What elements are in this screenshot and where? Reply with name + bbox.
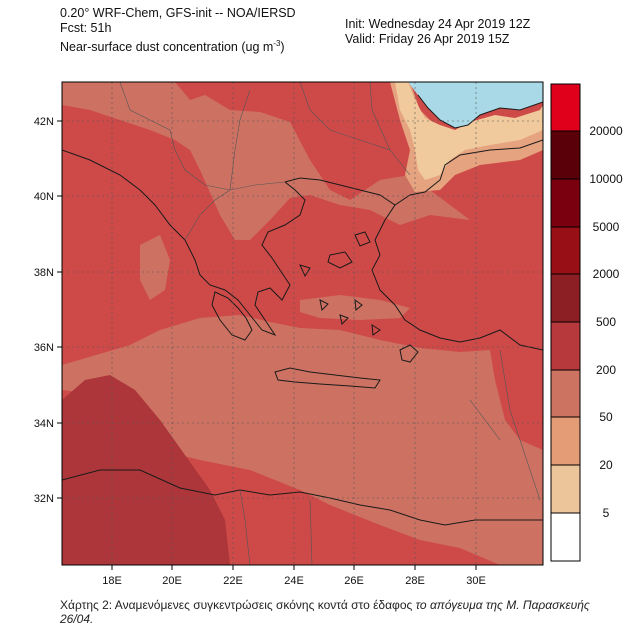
lon-label-30e: 30E (466, 575, 486, 587)
colorbar-label: 5 (603, 506, 610, 520)
colorbar-swatch (551, 274, 580, 322)
lat-label-40n: 40N (34, 191, 54, 203)
colorbar-swatch (551, 131, 580, 179)
header-left: 0.20° WRF-Chem, GFS-init -- NOA/IERSD Fc… (60, 6, 296, 55)
colorbar: 20000 10000 5000 2000 500 200 50 20 5 (550, 83, 623, 562)
lat-label-34n: 34N (34, 418, 54, 430)
header-right: Init: Wednesday 24 Apr 2019 12Z Valid: F… (345, 17, 530, 47)
dust-band-50-200 (62, 82, 470, 240)
colorbar-label: 2000 (593, 267, 620, 281)
lat-label-38n: 38N (34, 267, 54, 279)
graticule (62, 82, 543, 565)
colorbar-swatch (551, 322, 580, 370)
colorbar-label: 20 (599, 458, 613, 472)
lon-ticks (111, 565, 477, 570)
lat-label-32n: 32N (34, 493, 54, 505)
lon-label-26e: 26E (344, 575, 364, 587)
field-title-end: ) (280, 40, 285, 55)
colorbar-label: 200 (596, 363, 616, 377)
lon-label-24e: 24E (284, 575, 304, 587)
caption-text: Χάρτης 2: Αναμενόμενες συγκεντρώσεις σκό… (60, 598, 413, 612)
colorbar-label: 10000 (589, 172, 623, 186)
dust-band-50-200 (300, 295, 410, 320)
valid-time: Valid: Friday 26 Apr 2019 15Z (345, 32, 510, 46)
field-title: Near-surface dust concentration (ug m-3) (60, 36, 296, 55)
map-panel (62, 82, 543, 565)
colorbar-swatch (551, 370, 580, 417)
country-borders (119, 82, 541, 565)
lon-labels: 18E 20E 22E 24E 26E 28E 30E (102, 575, 486, 587)
colorbar-label: 20000 (589, 124, 623, 138)
colorbar-label: 500 (596, 315, 616, 329)
lat-label-42n: 42N (34, 116, 54, 128)
lat-ticks (57, 120, 62, 499)
black-sea-no-data (408, 82, 543, 128)
field-unit-exponent: -3 (273, 39, 281, 48)
colorbar-label: 5000 (593, 220, 620, 234)
colorbar-swatch (551, 465, 580, 513)
colorbar-label: 50 (599, 410, 613, 424)
colorbar-swatch (551, 227, 580, 274)
dust-band-50-200 (62, 315, 543, 565)
figure-caption: Χάρτης 2: Αναμενόμενες συγκεντρώσεις σκό… (60, 598, 620, 626)
dust-band-500-2000 (62, 375, 230, 565)
lon-label-28e: 28E (405, 575, 425, 587)
lon-label-22e: 22E (223, 575, 243, 587)
forecast-hour: Fcst: 51h (60, 21, 112, 35)
colorbar-swatch (551, 417, 580, 465)
dust-band-50-200 (140, 235, 170, 300)
lon-label-20e: 20E (162, 575, 182, 587)
colorbar-swatch (551, 84, 580, 131)
dust-band-5-20 (395, 82, 543, 180)
init-time: Init: Wednesday 24 Apr 2019 12Z (345, 17, 531, 31)
caption-italic-text: το απόγευμα της Μ. Παρασκευής 26/04. (60, 598, 590, 626)
lon-label-18e: 18E (102, 575, 122, 587)
model-title: 0.20° WRF-Chem, GFS-init -- NOA/IERSD (60, 6, 296, 20)
colorbar-swatch (551, 179, 580, 227)
dust-band-50-200 (220, 150, 300, 200)
field-title-text: Near-surface dust concentration (ug m (60, 40, 274, 55)
lat-label-36n: 36N (34, 342, 54, 354)
lat-labels: 42N 40N 38N 36N 34N 32N (34, 116, 54, 505)
colorbar-swatch (551, 513, 580, 561)
map-frame (61, 81, 544, 566)
